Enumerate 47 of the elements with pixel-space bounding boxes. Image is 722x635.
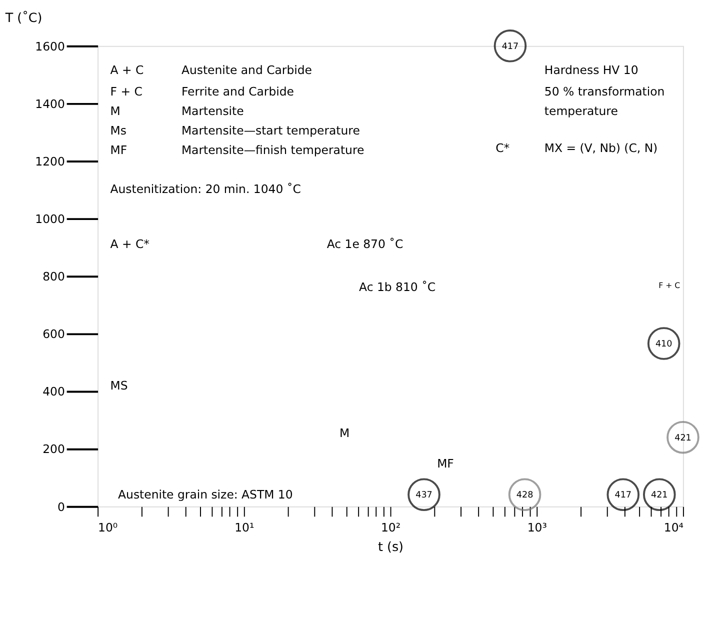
x-tick-label: 10⁰	[98, 520, 118, 534]
annotation: F + C	[658, 280, 681, 290]
annotation: F + C	[110, 84, 142, 99]
annotation: M	[340, 426, 350, 440]
annotation: Ac 1e 870 ˚C	[326, 236, 404, 251]
annotation: 428	[516, 490, 534, 501]
annotation: MF	[437, 456, 454, 470]
annotation: 410	[655, 339, 672, 350]
annotation: 417	[502, 42, 519, 52]
y-tick-label: 1000	[35, 212, 65, 226]
annotation: Ac 1b 810 ˚C	[359, 280, 436, 294]
annotation: MX = (V, Nb) (C, N)	[544, 141, 658, 156]
annotation: C*	[496, 141, 510, 156]
y-tick-label: 200	[42, 442, 65, 456]
x-tick-label: 10²	[380, 520, 401, 534]
y-tick-label: 400	[42, 384, 65, 399]
annotation: MS	[110, 378, 128, 392]
annotation: Austenitization: 20 min. 1040 ˚C	[110, 182, 301, 196]
y-axis-title: T (˚C)	[4, 10, 42, 25]
annotation: Austenite grain size: ASTM 10	[118, 488, 293, 502]
y-tick-label: 1400	[35, 96, 65, 111]
annotation: A + C*	[110, 236, 150, 251]
annotation: Martensite	[181, 104, 244, 118]
annotation: Ms	[110, 124, 126, 138]
annotation: A + C	[110, 63, 144, 78]
x-tick-label: 10³	[527, 520, 548, 534]
annotation: 437	[416, 490, 432, 501]
annotation: temperature	[544, 104, 618, 118]
y-tick-label: 600	[42, 327, 65, 342]
x-axis-title: t (s)	[378, 538, 404, 554]
x-tick-label: 10¹	[234, 520, 254, 534]
annotation: 421	[651, 490, 668, 501]
annotation: 421	[674, 433, 692, 444]
annotation: Martensite—finish temperature	[181, 143, 364, 158]
annotation: M	[110, 104, 120, 118]
annotation: MF	[110, 143, 128, 158]
annotation: Hardness HV 10	[544, 63, 638, 78]
y-tick-label: 800	[42, 270, 65, 284]
y-tick-label: 1200	[35, 154, 65, 168]
y-tick-label: 0	[57, 500, 65, 514]
x-tick-label: 10⁴	[664, 520, 684, 534]
annotation: 417	[614, 490, 632, 501]
annotation: Ferrite and Carbide	[181, 84, 294, 99]
annotation: Austenite and Carbide	[181, 63, 312, 78]
annotation: Martensite—start temperature	[181, 124, 360, 138]
annotation: 50 % transformation	[544, 84, 665, 99]
y-tick-label: 1600	[35, 39, 65, 54]
